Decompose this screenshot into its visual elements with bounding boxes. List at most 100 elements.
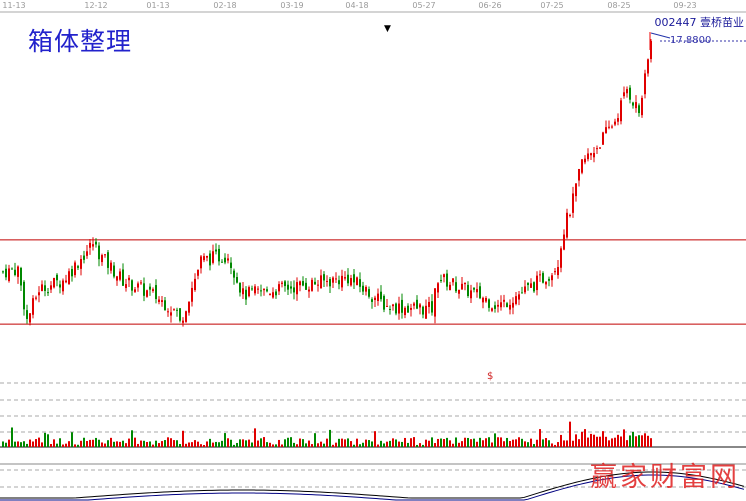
volume-bar	[413, 437, 415, 447]
candle-body	[428, 301, 430, 307]
volume-bar	[548, 440, 550, 447]
volume-bar	[128, 438, 130, 447]
candle-body	[152, 289, 154, 291]
candle-body	[287, 284, 289, 290]
candle-body	[368, 289, 370, 297]
candle-body	[8, 268, 10, 281]
candle-body	[125, 284, 127, 289]
volume-bar	[467, 437, 469, 447]
volume-bar	[44, 432, 46, 447]
volume-bar	[410, 438, 412, 447]
candle-body	[548, 278, 550, 281]
volume-bar	[2, 441, 4, 447]
candle-body	[188, 301, 190, 313]
volume-bar	[218, 442, 220, 447]
candle-body	[533, 282, 535, 292]
volume-bar	[164, 440, 166, 447]
date-tick: 09-23	[673, 1, 697, 10]
volume-bar	[95, 437, 97, 447]
candle-body	[14, 269, 16, 275]
candle-body	[458, 289, 460, 294]
candle-body	[140, 282, 142, 284]
candle-body	[554, 271, 556, 273]
volume-bar	[149, 441, 151, 447]
volume-bar	[287, 437, 289, 447]
volume-bar	[200, 444, 202, 447]
candle-body	[305, 282, 307, 290]
candle-body	[380, 291, 382, 300]
volume-bar	[374, 431, 376, 447]
candle-body	[23, 281, 25, 310]
volume-bar	[632, 431, 634, 447]
candle-body	[530, 283, 532, 288]
candle-body	[347, 274, 349, 284]
volume-bar	[74, 444, 76, 447]
volume-bar	[590, 433, 592, 447]
volume-bar	[116, 441, 118, 447]
volume-bar	[185, 443, 187, 447]
candle-body	[566, 212, 568, 238]
volume-bar	[434, 443, 436, 447]
candle-body	[101, 255, 103, 263]
candle-body	[419, 304, 421, 308]
candle-body	[20, 267, 22, 286]
volume-bar	[203, 444, 205, 447]
candle-body	[344, 277, 346, 279]
candle-body	[278, 284, 280, 292]
candle-body	[365, 286, 367, 292]
volume-bar	[92, 439, 94, 447]
volume-bar	[146, 441, 148, 447]
volume-bar	[182, 430, 184, 447]
candle-body	[542, 273, 544, 283]
date-tick: 05-27	[412, 1, 436, 10]
volume-bar	[239, 439, 241, 447]
volume-bar	[368, 440, 370, 447]
volume-bar	[107, 440, 109, 447]
volume-bar	[284, 439, 286, 447]
volume-bar	[572, 440, 574, 447]
candle-body	[272, 292, 274, 298]
volume-bar	[314, 433, 316, 447]
candle-body	[311, 279, 313, 291]
candle-body	[203, 256, 205, 261]
dropdown-triangle-icon[interactable]: ▼	[384, 24, 391, 34]
candle-body	[233, 270, 235, 278]
volume-bar	[647, 435, 649, 447]
candle-body	[446, 273, 448, 287]
volume-bar	[569, 421, 571, 447]
volume-bar	[290, 437, 292, 447]
volume-bar	[197, 441, 199, 447]
volume-bar	[167, 437, 169, 447]
candle-body	[98, 245, 100, 260]
candle-body	[167, 311, 169, 313]
candle-body	[572, 193, 574, 213]
candle-body	[617, 118, 619, 122]
volume-bar	[104, 443, 106, 447]
candle-body	[212, 251, 214, 263]
volume-bar	[608, 440, 610, 447]
volume-bar	[431, 437, 433, 447]
volume-bar	[257, 440, 259, 447]
volume-bar	[623, 429, 625, 447]
volume-bar	[5, 442, 7, 447]
candle-body	[491, 308, 493, 311]
volume-bar	[503, 441, 505, 447]
volume-bar	[269, 442, 271, 447]
volume-bar	[404, 437, 406, 447]
volume-bar	[263, 437, 265, 447]
volume-bar	[497, 437, 499, 447]
candle-body	[479, 286, 481, 299]
volume-bar	[611, 438, 613, 447]
candle-body	[626, 89, 628, 94]
volume-bar	[428, 440, 430, 447]
candle-body	[158, 299, 160, 302]
volume-bar	[251, 442, 253, 447]
volume-bar	[458, 442, 460, 447]
candle-body	[281, 282, 283, 284]
candle-body	[143, 283, 145, 296]
candle-body	[587, 153, 589, 160]
candle-body	[245, 289, 247, 300]
volume-bar	[575, 434, 577, 447]
candle-body	[26, 310, 28, 319]
volume-bar	[83, 437, 85, 447]
